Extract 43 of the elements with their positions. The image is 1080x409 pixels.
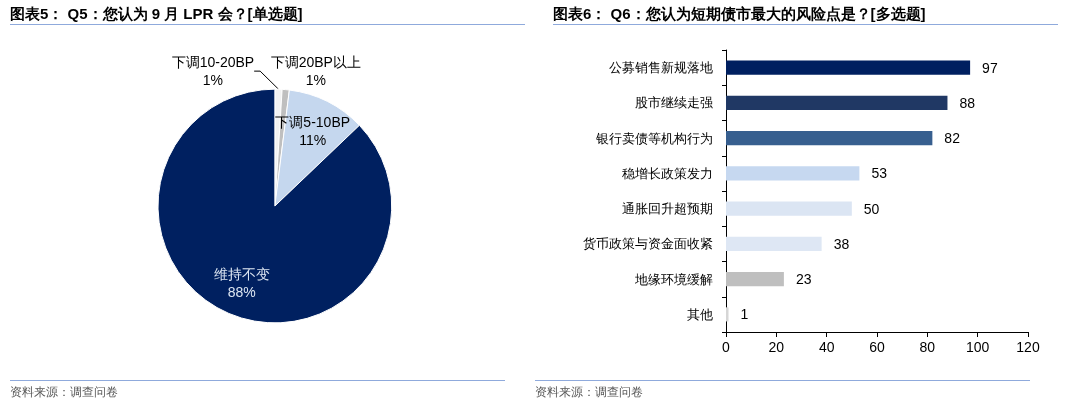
x-tick-label: 80 <box>919 339 936 355</box>
text: 资料来源：调查问卷 <box>10 385 119 400</box>
y-tick-label: 其他 <box>687 306 713 322</box>
y-tick-label: 稳增长政策发力 <box>622 165 713 181</box>
data-label: 1% <box>305 72 326 89</box>
bar <box>726 201 852 216</box>
x-tick-label: 60 <box>869 339 885 355</box>
bar <box>726 95 948 110</box>
bar <box>726 236 822 251</box>
y-tick-label: 股市继续走强 <box>635 95 713 111</box>
bar <box>726 307 729 322</box>
data-label: 1% <box>202 72 224 89</box>
slice-label: 下调20BP以上 <box>270 54 361 71</box>
data-label: 82 <box>944 130 961 147</box>
slice-label: 维持不变 <box>213 266 270 283</box>
y-tick-label: 货币政策与资金面收紧 <box>583 236 713 252</box>
x-tick-label: 0 <box>722 339 731 355</box>
x-tick-label: 120 <box>1016 339 1040 355</box>
y-tick-label: 公募销售新规落地 <box>609 60 713 76</box>
bar <box>726 60 971 75</box>
data-label: 23 <box>795 271 812 288</box>
y-tick-label: 通胀回升超预期 <box>622 201 713 217</box>
data-label: 11% <box>299 131 327 148</box>
slice-label: 下调5-10BP <box>275 113 351 130</box>
data-label: 1 <box>740 306 749 323</box>
data-label: 88% <box>227 284 256 301</box>
y-tick-label: 地缘环境缓解 <box>634 271 713 287</box>
bar <box>726 131 933 146</box>
data-label: 38 <box>833 235 850 252</box>
chart-title: 图表5： Q5：您认为 9 月 LPR 会？[单选题] <box>10 3 525 25</box>
data-label: 88 <box>959 94 976 111</box>
x-tick-label: 40 <box>818 339 835 355</box>
chart-title: 图表6： Q6：您认为短期债市最大的风险点是？[多选题] <box>553 3 1058 25</box>
data-label: 53 <box>871 165 888 182</box>
y-tick-label: 银行卖债等机构行为 <box>595 130 713 146</box>
text: 资料来源：调查问卷 <box>535 385 644 400</box>
x-tick-label: 20 <box>768 339 785 355</box>
slice-label: 下调10-20BP <box>171 54 255 71</box>
x-tick-label: 100 <box>965 339 990 355</box>
bar <box>726 166 860 181</box>
data-label: 50 <box>863 200 880 217</box>
data-label: 97 <box>982 59 998 76</box>
bar <box>726 272 784 287</box>
